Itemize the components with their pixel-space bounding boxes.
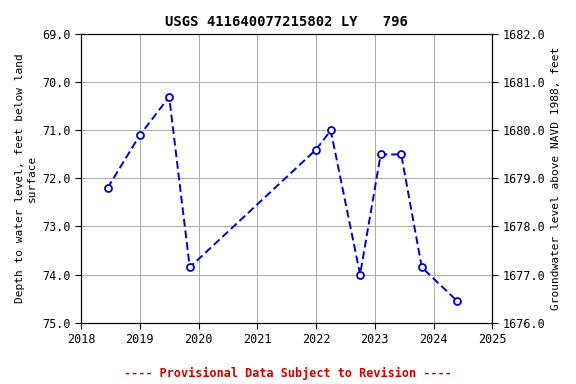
Title: USGS 411640077215802 LY   796: USGS 411640077215802 LY 796 xyxy=(165,15,408,29)
Y-axis label: Depth to water level, feet below land
surface: Depth to water level, feet below land su… xyxy=(15,53,37,303)
Y-axis label: Groundwater level above NAVD 1988, feet: Groundwater level above NAVD 1988, feet xyxy=(551,47,561,310)
Text: ---- Provisional Data Subject to Revision ----: ---- Provisional Data Subject to Revisio… xyxy=(124,367,452,380)
